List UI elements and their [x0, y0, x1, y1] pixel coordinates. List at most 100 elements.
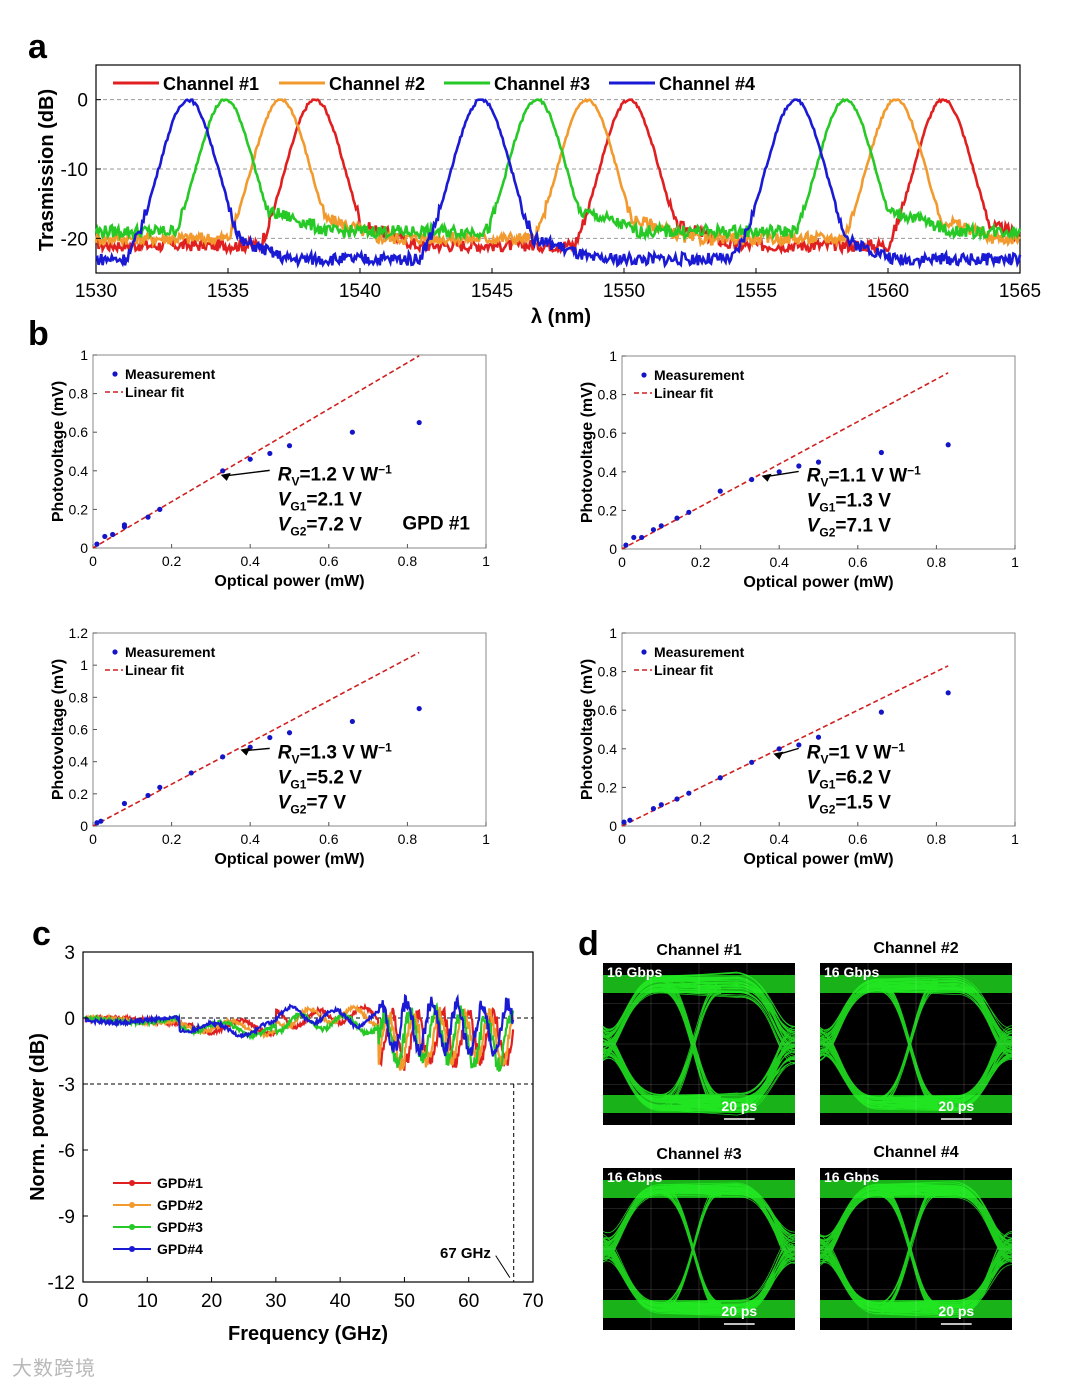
- series-line-4: [95, 98, 1022, 270]
- legend-label: GPD#3: [157, 1219, 203, 1235]
- measurement-point: [686, 509, 692, 515]
- y-axis-title: Trasmission (dB): [36, 89, 58, 251]
- y-tick-label: 0.2: [69, 501, 89, 517]
- annotation-arrowhead: [240, 747, 251, 756]
- x-tick-label: 0: [618, 831, 626, 847]
- legend-label: Channel #2: [329, 74, 425, 94]
- annotation-text: VG2=1.5 V: [807, 792, 891, 816]
- x-axis-title: Optical power (mW): [214, 851, 364, 868]
- measurement-point: [94, 541, 100, 547]
- eye-title: Channel #4: [873, 1144, 958, 1161]
- x-tick-label: 1: [1011, 554, 1019, 570]
- y-tick-label: 0.8: [69, 689, 89, 705]
- legend-label: Measurement: [125, 644, 216, 660]
- panel-label-d: d: [578, 925, 599, 963]
- measurement-point: [94, 820, 100, 826]
- measurement-point: [121, 800, 128, 807]
- measurement-point: [349, 429, 355, 435]
- measurement-point: [658, 802, 664, 808]
- eye-lower-rail: [603, 1095, 795, 1113]
- measurement-point: [776, 746, 782, 752]
- x-tick-label: 0.6: [848, 831, 868, 847]
- measurement-point: [796, 463, 802, 469]
- legend-label: Linear fit: [125, 384, 184, 400]
- series-line-3: [94, 97, 1022, 242]
- x-tick-label: 0.4: [769, 831, 789, 847]
- eye-upper-rail: [603, 1180, 795, 1198]
- annotation-text: RV=1.3 V W−1: [278, 740, 392, 766]
- legend-marker: [641, 372, 647, 378]
- y-tick-label: 0.4: [598, 741, 618, 757]
- measurement-point: [674, 796, 680, 802]
- legend-label: Channel #1: [163, 74, 259, 94]
- measurement-point: [650, 806, 657, 812]
- y-axis-title: Photovoltage (mV): [579, 382, 596, 523]
- measurement-point: [188, 770, 194, 776]
- y-tick-label: 0: [80, 818, 88, 834]
- measurement-point: [157, 506, 163, 512]
- legend-marker: [129, 1246, 135, 1252]
- x-tick-label: 0.4: [240, 831, 260, 847]
- x-tick-label: 1545: [471, 281, 513, 302]
- annotation-text: VG1=2.1 V: [278, 489, 362, 513]
- legend-marker: [129, 1180, 135, 1186]
- eye-scale-label: 20 ps: [721, 1303, 757, 1319]
- plot-frame: [621, 632, 1016, 827]
- x-tick-label: 0.6: [319, 553, 339, 569]
- x-tick-label: 30: [265, 1291, 286, 1312]
- y-tick-label: 0.8: [598, 664, 618, 680]
- y-tick-label: 0.4: [69, 754, 89, 770]
- measurement-point: [945, 690, 951, 696]
- eye-diagram-1: Channel #1 16 Gbps 20 ps: [602, 942, 796, 1125]
- x-tick-label: 0: [89, 553, 97, 569]
- plot-frame: [82, 951, 534, 1283]
- frequency-response-chart: 0 10 20 30 40 50 60 70 30-3-6-9-12 GPD#1GPD#2GP…: [27, 943, 544, 1345]
- x-tick-label: 60: [458, 1291, 479, 1312]
- x-tick-label: 0.2: [691, 831, 711, 847]
- legend-label: Channel #3: [494, 74, 590, 94]
- measurement-point: [121, 522, 128, 528]
- legend-label: GPD#1: [157, 1175, 203, 1191]
- measurement-point: [717, 775, 723, 781]
- measurement-point: [749, 759, 755, 765]
- y-axis-title: Photovoltage (mV): [579, 659, 596, 800]
- annotation-arrowhead: [773, 751, 784, 760]
- y-tick-label: 0.2: [598, 502, 618, 518]
- legend-marker: [112, 371, 118, 377]
- legend-marker: [129, 1224, 135, 1230]
- x-tick-label: 1: [482, 553, 490, 569]
- x-tick-label: 1560: [867, 281, 909, 302]
- annotation-text: VG2=7 V: [278, 792, 347, 816]
- legend-label: Linear fit: [125, 662, 184, 678]
- measurement-point: [416, 705, 422, 712]
- measurement-point: [621, 819, 627, 825]
- y-tick-label: 1: [80, 657, 88, 673]
- annotation-arrow: [224, 469, 270, 477]
- legend-label: Linear fit: [654, 385, 713, 401]
- x-axis-title: Optical power (mW): [743, 574, 893, 591]
- x-tick-label: 0.2: [691, 554, 711, 570]
- x-tick-label: 0.2: [162, 553, 182, 569]
- x-tick-label: 1: [482, 831, 490, 847]
- y-tick-label: 0: [609, 818, 617, 834]
- eye-upper-rail: [820, 975, 1012, 993]
- y-tick-label: 0.2: [69, 786, 89, 802]
- annotation-text: VG1=6.2 V: [807, 767, 891, 791]
- responsivity-plot-2: 0 0.2 0.4 0.6 0.8 1 0 0.2 0.4 0.6 0.8 1 Optical powe…: [579, 348, 1019, 591]
- x-tick-label: 0.4: [240, 553, 260, 569]
- legend-label: Measurement: [654, 644, 745, 660]
- plot-frame: [92, 354, 487, 549]
- linear-fit-line: [92, 355, 420, 549]
- measurement-point: [674, 515, 680, 521]
- y-tick-label: -12: [48, 1273, 75, 1294]
- x-tick-label: 40: [330, 1291, 351, 1312]
- x-tick-label: 1540: [339, 281, 381, 302]
- measurement-point: [247, 456, 253, 462]
- device-tag: GPD #1: [402, 513, 470, 534]
- x-tick-label: 0.6: [848, 554, 868, 570]
- measurement-point: [749, 476, 755, 483]
- y-tick-label: 0: [64, 1009, 75, 1030]
- y-tick-label: 0.4: [69, 463, 89, 479]
- eye-rate-label: 16 Gbps: [607, 964, 662, 980]
